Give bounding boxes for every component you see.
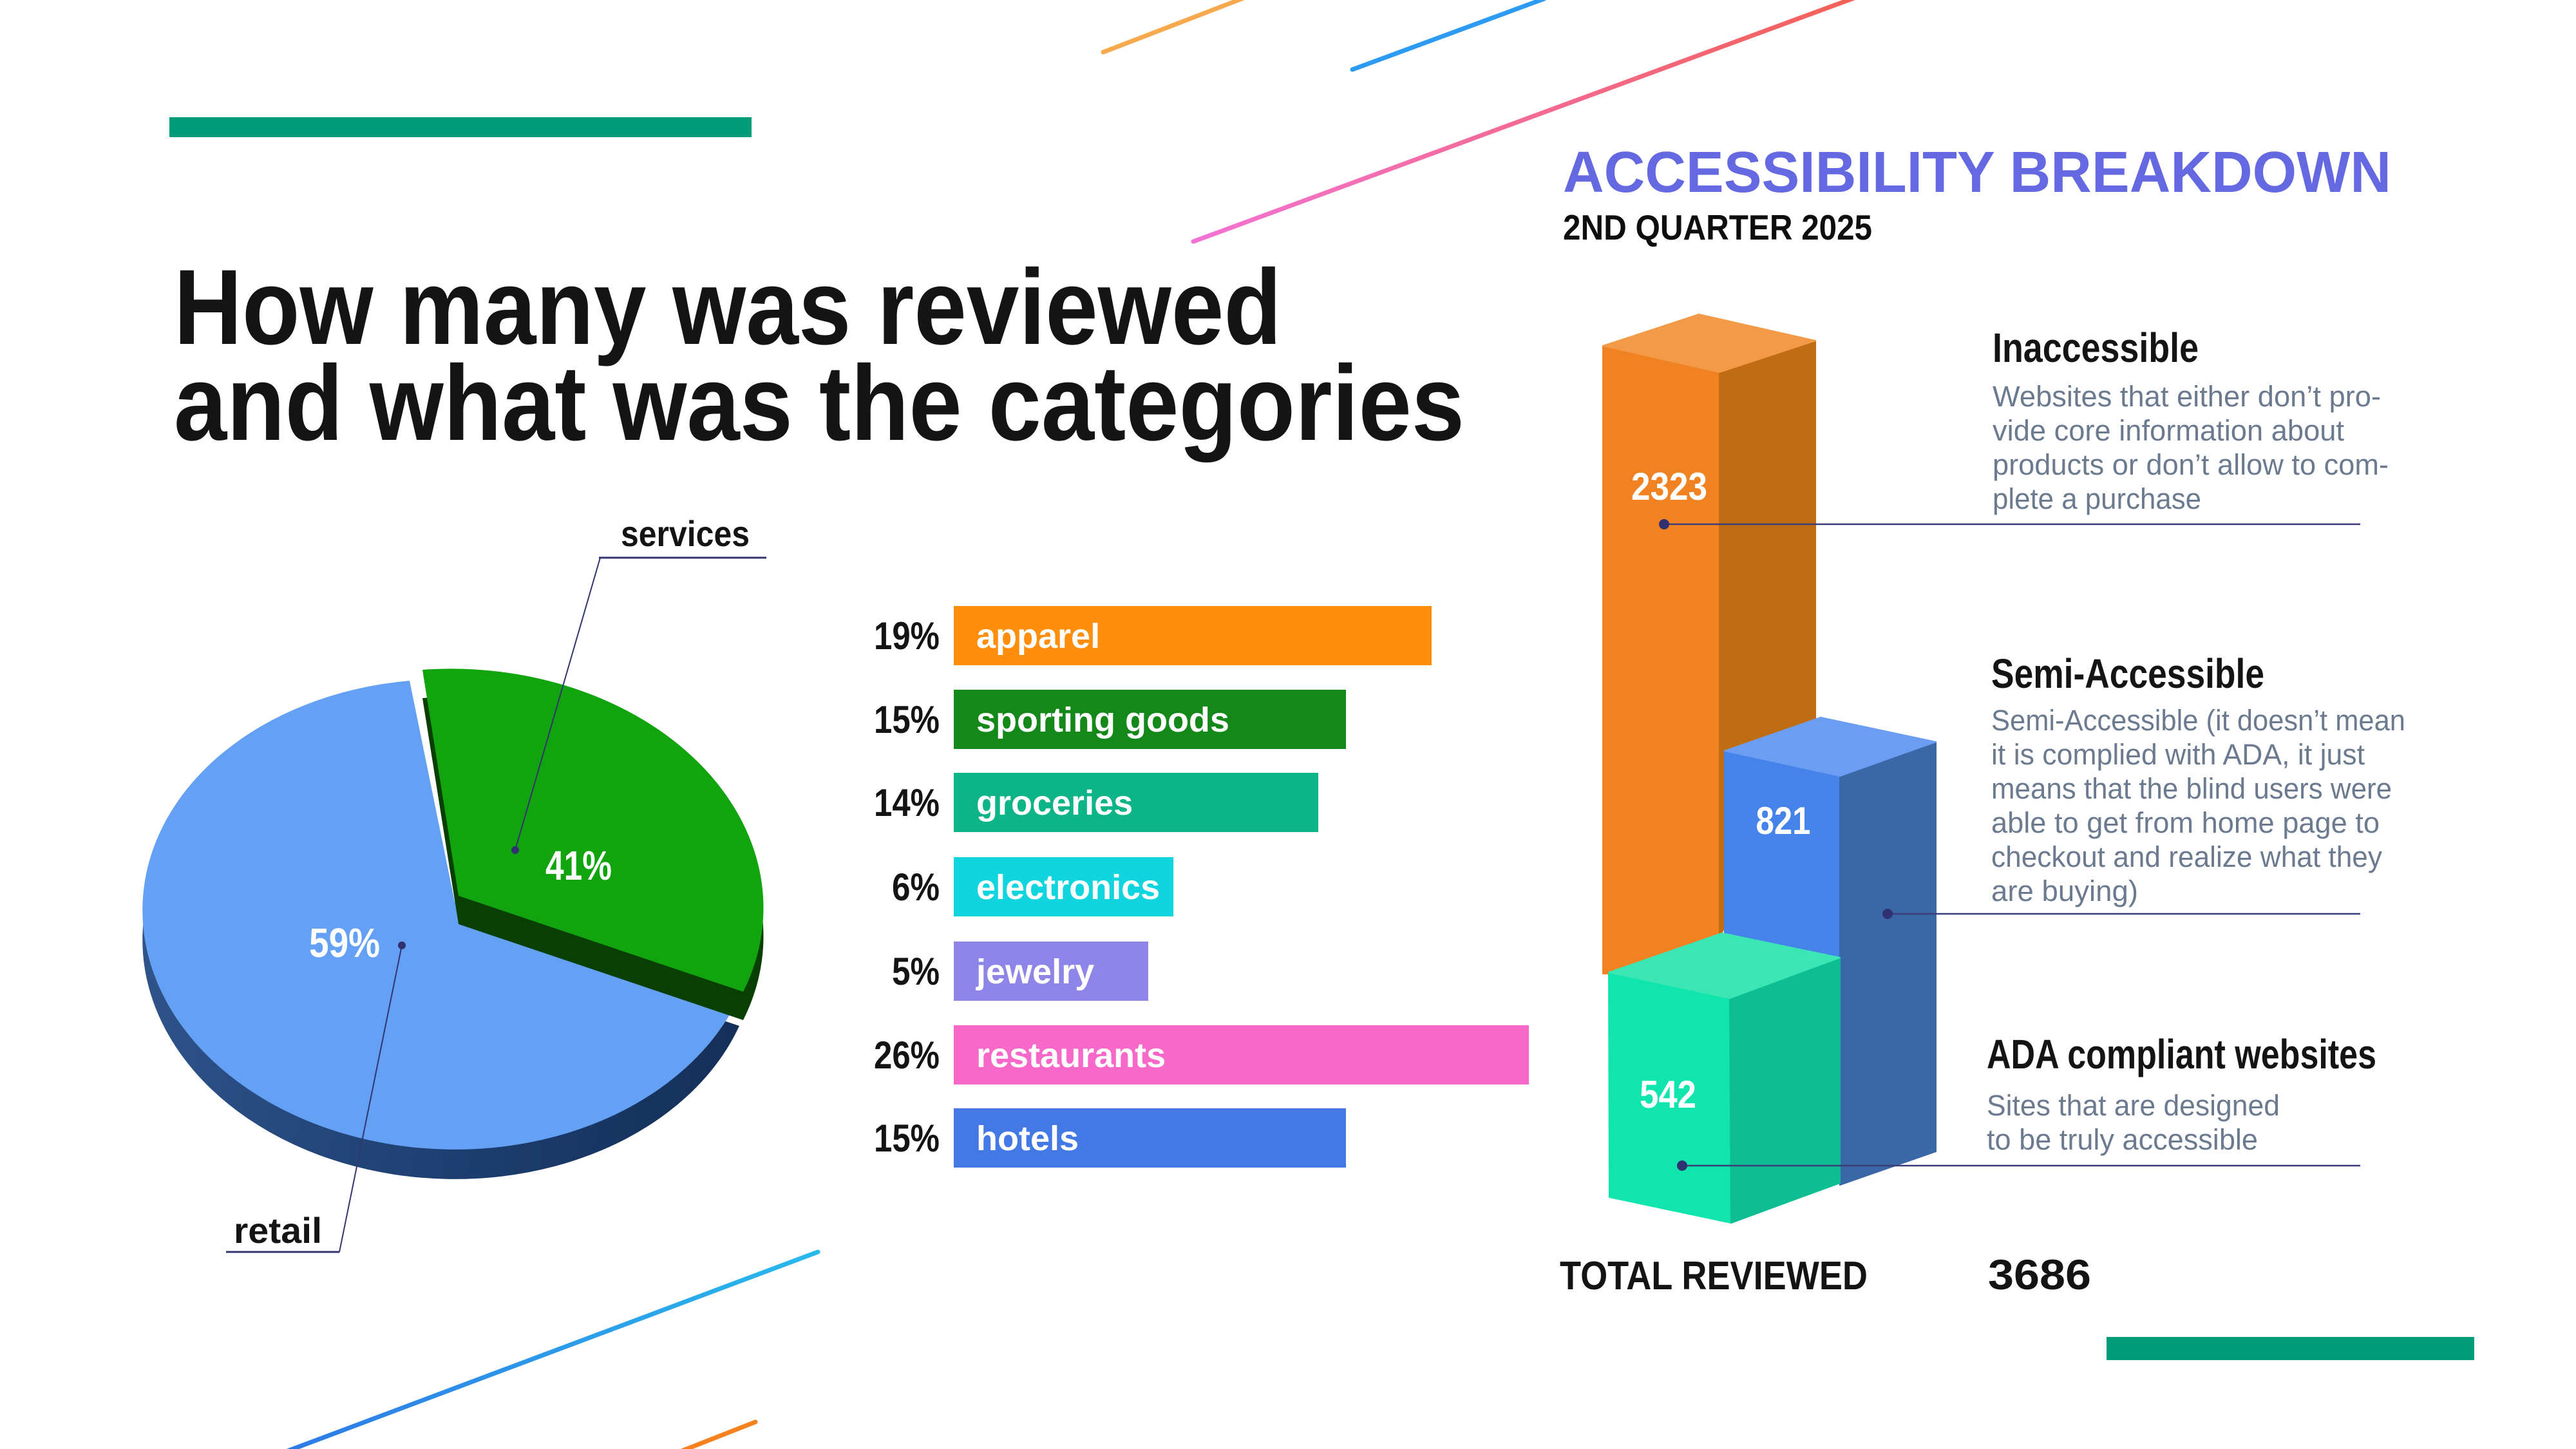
svg-text:are buying): are buying): [1991, 875, 2138, 907]
svg-text:sporting goods: sporting goods: [976, 701, 1229, 739]
svg-text:6%: 6%: [892, 866, 940, 909]
svg-text:products or don’t allow to com: products or don’t allow to com-: [1993, 448, 2389, 481]
svg-text:2ND QUARTER 2025: 2ND QUARTER 2025: [1563, 207, 1872, 247]
svg-text:ADA compliant websites: ADA compliant websites: [1987, 1031, 2376, 1077]
svg-text:and what was the categories: and what was the categories: [174, 344, 1464, 463]
svg-text:groceries: groceries: [976, 784, 1133, 822]
svg-text:services: services: [621, 513, 750, 554]
svg-text:checkout and realize what they: checkout and realize what they: [1991, 840, 2382, 873]
svg-text:3686: 3686: [1988, 1251, 2091, 1298]
svg-text:Sites that are designed: Sites that are designed: [1987, 1089, 2280, 1122]
svg-text:Semi-Accessible (it doesn’t me: Semi-Accessible (it doesn’t mean: [1991, 704, 2405, 737]
svg-text:to be truly accessible: to be truly accessible: [1987, 1123, 2258, 1156]
svg-text:Websites that either don’t pro: Websites that either don’t pro-: [1993, 380, 2381, 413]
svg-text:able to get from home page to: able to get from home page to: [1991, 806, 2380, 839]
svg-text:it is complied with ADA, it ju: it is complied with ADA, it just: [1991, 738, 2365, 771]
svg-text:14%: 14%: [874, 781, 940, 824]
svg-text:ACCESSIBILITY BREAKDOWN: ACCESSIBILITY BREAKDOWN: [1563, 140, 2391, 205]
svg-text:2323: 2323: [1631, 465, 1707, 508]
svg-text:Inaccessible: Inaccessible: [1993, 325, 2199, 371]
svg-text:vide core information about: vide core information about: [1993, 414, 2345, 447]
svg-text:19%: 19%: [874, 614, 940, 658]
svg-text:restaurants: restaurants: [976, 1036, 1166, 1075]
svg-text:5%: 5%: [892, 950, 940, 993]
svg-text:821: 821: [1756, 799, 1811, 842]
svg-text:Semi-Accessible: Semi-Accessible: [1991, 650, 2264, 697]
svg-text:41%: 41%: [545, 842, 612, 889]
svg-text:How many was reviewed: How many was reviewed: [174, 248, 1282, 367]
svg-text:26%: 26%: [874, 1034, 940, 1077]
svg-text:15%: 15%: [874, 1117, 940, 1160]
svg-text:542: 542: [1640, 1073, 1696, 1116]
svg-text:means that the blind users wer: means that the blind users were: [1991, 772, 2392, 805]
svg-text:electronics: electronics: [976, 868, 1160, 907]
svg-text:plete a purchase: plete a purchase: [1993, 482, 2201, 515]
svg-text:TOTAL REVIEWED: TOTAL REVIEWED: [1560, 1254, 1868, 1298]
svg-text:jewelry: jewelry: [976, 952, 1094, 991]
svg-text:retail: retail: [234, 1210, 322, 1251]
svg-text:hotels: hotels: [976, 1119, 1079, 1158]
svg-text:apparel: apparel: [976, 617, 1100, 656]
svg-text:15%: 15%: [874, 698, 940, 741]
svg-text:59%: 59%: [309, 920, 380, 966]
